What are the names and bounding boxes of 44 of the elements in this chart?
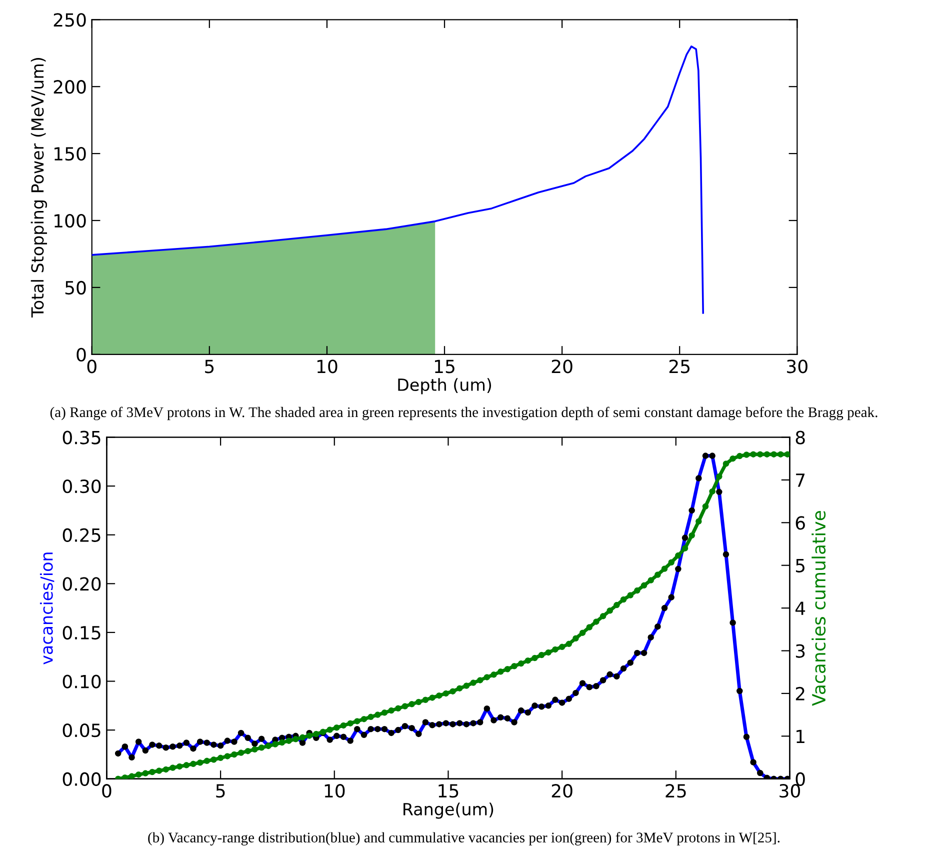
y2-tick-label: 4 [795,602,806,615]
y2-tick-label: 7 [796,474,805,487]
y2-tick-label: 2 [796,686,804,700]
y-tick-label: 0 [76,348,86,362]
y2-axis-title: Vacancies cumulative [812,511,826,706]
y-tick-label: 250 [54,13,86,27]
y-tick-label: 0.25 [62,528,100,542]
x-axis-title: Depth (um) [398,378,492,394]
x-tick-label: 0 [102,784,112,798]
y2-tick-label: 6 [796,516,805,530]
y-tick-label: 0.00 [62,772,101,786]
y-tick-label: 0.20 [62,577,101,591]
x-tick-label: 10 [324,784,345,798]
x-tick-label: 15 [435,360,454,374]
x-tick-label: 10 [317,360,338,374]
y-tick-label: 50 [65,280,86,295]
y-tick-label: 0.05 [62,724,100,738]
y-tick-label: 0.35 [62,430,100,444]
x-tick-label: 20 [552,360,572,374]
y-tick-label: 0.30 [62,480,101,494]
x-axis-title: Range(um) [404,802,494,819]
x-tick-label: 25 [666,784,686,798]
y-tick-label: 200 [54,80,86,94]
y2-tick-label: 1 [796,730,804,744]
text: (b) Vacancy-range distribution(blue) and cummulative vacancies per ion(green) for 3MeV protons in W[25]. [148,832,780,846]
x-tick-label: 5 [216,784,225,798]
line-series [92,46,704,314]
x-tick-label: 25 [669,360,690,374]
text: (a) Range of 3MeV protons in W. The shaded area in green represents the investigation depth of semi constant damage before the Bragg peak. [50,406,878,420]
y-tick-label: 150 [54,147,86,161]
y-axis-title: vacancies/ion [40,552,54,664]
y2-tick-label: 3 [796,644,805,658]
x-tick-label: 30 [780,784,800,798]
y-tick-label: 0.10 [62,674,101,688]
y2-tick-label: 5 [796,559,804,572]
y-axis-title: Total Stopping Power (MeV/um) [30,58,47,318]
y-tick-label: 100 [54,214,86,228]
x-tick-label: 5 [205,360,214,374]
y-tick-label: 0.15 [62,626,100,640]
x-tick-label: 30 [787,360,808,374]
x-tick-label: 20 [552,784,572,798]
x-tick-label: 15 [438,784,458,798]
y2-tick-label: 0 [796,772,805,786]
y2-tick-label: 8 [796,430,805,444]
